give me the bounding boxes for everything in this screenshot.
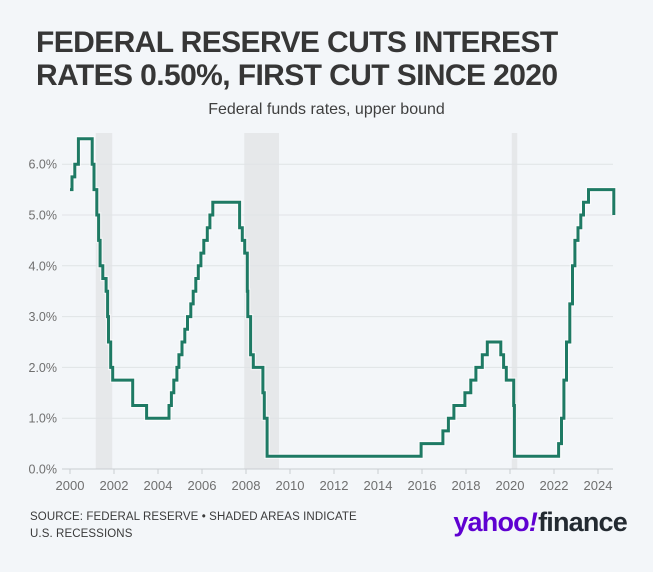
y-axis-label: 6.0% [29, 158, 58, 172]
recession-band [511, 133, 518, 469]
x-axis-label: 2006 [188, 478, 217, 493]
x-axis-label: 2008 [232, 478, 261, 493]
yahoo-finance-logo: yahoo!finance [453, 507, 627, 538]
x-axis-labels: 2000 2002 2004 2006 2008 2010 2012 2014 2016 2018… [56, 469, 613, 493]
rate-line-casing [69, 136, 617, 460]
x-axis-label: 2018 [452, 478, 481, 493]
x-axis-label: 2010 [276, 478, 305, 493]
logo-finance-text: finance [538, 507, 628, 537]
y-axis-label: 3.0% [29, 310, 58, 324]
rate-line [70, 137, 616, 458]
x-axis-label: 2002 [100, 478, 129, 493]
source-line-1: SOURCE: FEDERAL RESERVE • SHADED AREAS I… [30, 511, 357, 523]
x-axis-label: 2012 [320, 478, 349, 493]
title-line-2: RATES 0.50%, FIRST CUT SINCE 2020 [36, 59, 558, 92]
y-axis-label: 1.0% [29, 412, 58, 426]
chart-header: FEDERAL RESERVE CUTS INTEREST RATES 0.50… [0, 26, 653, 119]
page-title: FEDERAL RESERVE CUTS INTEREST RATES 0.50… [0, 26, 653, 92]
x-axis-label: 2024 [584, 478, 613, 493]
x-axis-label: 2016 [408, 478, 437, 493]
fed-funds-rate-chart: 0.0% 1.0% 2.0% 3.0% 4.0% 5.0% 6.0% 2000 2002 2004… [29, 133, 617, 493]
y-axis-label: 2.0% [29, 361, 58, 375]
chart-subtitle: Federal funds rates, upper bound [208, 101, 445, 118]
logo-yahoo-text: yahoo [453, 507, 529, 537]
x-axis-label: 2022 [540, 478, 569, 493]
logo-exclamation-icon: ! [528, 507, 538, 537]
source-note: SOURCE: FEDERAL RESERVE • SHADED AREAS I… [30, 509, 357, 542]
source-line-2: U.S. RECESSIONS [30, 527, 133, 540]
y-axis-label: 5.0% [29, 209, 58, 223]
x-axis-label: 2014 [364, 478, 393, 493]
x-axis-label: 2004 [144, 478, 173, 493]
x-axis-label: 2020 [496, 478, 525, 493]
y-axis-label: 0.0% [29, 463, 58, 477]
x-axis-label: 2000 [56, 478, 85, 493]
title-line-1: FEDERAL RESERVE CUTS INTEREST [36, 26, 558, 59]
y-axis-label: 4.0% [29, 259, 58, 273]
gridlines [62, 163, 613, 470]
y-axis-labels: 0.0% 1.0% 2.0% 3.0% 4.0% 5.0% 6.0% [29, 158, 58, 477]
